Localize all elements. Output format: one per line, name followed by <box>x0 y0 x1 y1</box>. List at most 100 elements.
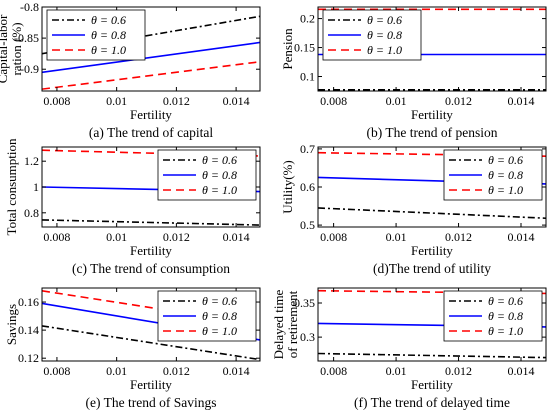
legend: θ = 0.6θ = 0.8θ = 1.0 <box>46 9 146 61</box>
x-tick-label: 0.012 <box>163 230 190 244</box>
x-tick-label: 0.012 <box>163 94 190 108</box>
series-line-1 <box>42 219 260 226</box>
y-axis-label: Savings <box>4 304 19 345</box>
x-tick-label: 0.01 <box>386 94 407 108</box>
chart-panel-5: 0.008 0.01 0.012 0.014 0.16 0.14 0.12 Fertility… <box>4 287 261 410</box>
y-axis-label-line: Savings <box>4 304 19 345</box>
legend-label-3: θ = 1.0 <box>202 183 237 197</box>
series-line-3 <box>42 60 260 90</box>
x-tick-label: 0.008 <box>320 230 347 244</box>
y-tick-label: -0.8 <box>20 0 39 14</box>
series-line-3 <box>42 149 260 157</box>
x-tick-label: 0.008 <box>43 364 70 378</box>
x-tick-label: 0.008 <box>320 364 347 378</box>
plot-frame <box>317 287 547 362</box>
legend: θ = 0.6θ = 0.8θ = 1.0 <box>443 149 543 201</box>
y-tick-label: 0.2 <box>300 12 315 26</box>
legend-label-2: θ = 0.8 <box>202 168 237 182</box>
panel-caption: (b) The trend of pension <box>367 125 498 140</box>
legend-label-2: θ = 0.8 <box>202 309 237 323</box>
legend: θ = 0.6θ = 0.8θ = 1.0 <box>322 9 422 61</box>
panel-caption: (f) The trend of delayed time <box>354 395 510 410</box>
chart-panel-4: 0.008 0.01 0.012 0.014 0.7 0.6 0.5 Fertility Uti… <box>280 142 547 276</box>
chart-panel-1: 0.008 0.01 0.012 0.014 -0.8 -0.85 -0.9 Fertilit… <box>0 0 261 140</box>
y-tick-label: 0.8 <box>24 206 39 220</box>
panel-caption: (e) The trend of Savings <box>86 395 217 410</box>
y-tick-label: 0.16 <box>18 295 39 309</box>
y-tick-label: 0.14 <box>18 323 39 337</box>
legend-label-3: θ = 1.0 <box>488 324 523 338</box>
legend-label-1: θ = 0.6 <box>202 153 237 167</box>
y-tick-label: 1 <box>33 180 39 194</box>
y-tick-label: 0.7 <box>300 142 315 156</box>
legend-label-1: θ = 0.6 <box>367 13 402 27</box>
x-tick-label: 0.008 <box>320 94 347 108</box>
y-tick-label: -0.9 <box>20 62 39 76</box>
y-tick-label: 0.1 <box>300 70 315 84</box>
x-tick-label: 0.014 <box>508 230 535 244</box>
legend-label-2: θ = 0.8 <box>367 28 402 42</box>
x-axis-label: Fertility <box>411 107 453 122</box>
chart-panel-2: 0.008 0.01 0.012 0.014 0.2 0.15 0.1 Fertility Pe… <box>280 6 547 140</box>
plot-frame <box>41 6 261 92</box>
x-tick-label: 0.014 <box>223 94 250 108</box>
panel-caption: (a) The trend of capital <box>89 125 213 140</box>
x-tick-label: 0.01 <box>106 364 127 378</box>
x-tick-label: 0.014 <box>508 364 535 378</box>
x-axis-label: Fertility <box>130 107 172 122</box>
series-line-1 <box>318 207 546 220</box>
x-tick-label: 0.012 <box>445 230 472 244</box>
legend-label-2: θ = 0.8 <box>488 309 523 323</box>
legend-label-1: θ = 0.6 <box>488 294 523 308</box>
y-tick-label: 1.2 <box>24 154 39 168</box>
x-axis-label: Fertility <box>130 243 172 258</box>
legend: θ = 0.6θ = 0.8θ = 1.0 <box>157 149 257 201</box>
x-tick-label: 0.008 <box>43 94 70 108</box>
legend-label-1: θ = 0.6 <box>202 294 237 308</box>
panel-caption: (c) The trend of consumption <box>72 261 230 276</box>
y-tick-label: 0.35 <box>294 296 315 310</box>
x-axis-label: Fertility <box>130 377 172 392</box>
x-tick-label: 0.01 <box>106 230 127 244</box>
y-axis-label-line: Utility(%) <box>280 160 295 213</box>
legend-label-2: θ = 0.8 <box>91 28 126 42</box>
x-axis-label: Fertility <box>411 377 453 392</box>
x-tick-label: 0.012 <box>445 94 472 108</box>
y-tick-label: 0.12 <box>18 351 39 365</box>
x-tick-label: 0.01 <box>386 230 407 244</box>
legend-label-3: θ = 1.0 <box>488 183 523 197</box>
y-axis-label: Pension <box>280 28 295 70</box>
y-tick-label: 0.5 <box>300 218 315 232</box>
legend: θ = 0.6θ = 0.8θ = 1.0 <box>443 290 543 342</box>
panel-caption: (d)The trend of utility <box>373 261 491 276</box>
y-axis-label: Delayed timeof retirement <box>271 289 300 359</box>
x-tick-label: 0.014 <box>223 364 250 378</box>
y-axis-label-line: Pension <box>280 28 295 70</box>
y-axis-label: Total consumption <box>4 138 19 235</box>
x-tick-label: 0.014 <box>508 94 535 108</box>
legend-label-1: θ = 0.6 <box>91 13 126 27</box>
plot-frame <box>41 287 261 362</box>
y-axis-label-line: Delayed time <box>271 289 286 359</box>
legend-label-3: θ = 1.0 <box>202 324 237 338</box>
x-tick-label: 0.01 <box>386 364 407 378</box>
x-tick-label: 0.012 <box>445 364 472 378</box>
y-tick-label: 0.6 <box>300 180 315 194</box>
legend: θ = 0.6θ = 0.8θ = 1.0 <box>157 290 257 342</box>
x-tick-label: 0.014 <box>223 230 250 244</box>
x-tick-label: 0.012 <box>163 364 190 378</box>
x-tick-label: 0.01 <box>106 94 127 108</box>
legend-label-1: θ = 0.6 <box>488 153 523 167</box>
y-axis-label-line: Total consumption <box>4 138 19 235</box>
x-tick-label: 0.008 <box>43 230 70 244</box>
legend-label-3: θ = 1.0 <box>91 43 126 57</box>
legend-label-3: θ = 1.0 <box>367 43 402 57</box>
y-axis-label-line: ration (%) <box>9 22 24 75</box>
y-axis-label-line: of retirement <box>285 290 300 358</box>
y-axis-label: Utility(%) <box>280 160 295 213</box>
y-axis-label-line: Capital-labor <box>0 14 10 83</box>
y-axis-label: Capital-laborration (%) <box>0 14 24 83</box>
y-tick-label: 0.3 <box>300 330 315 344</box>
plot-frame <box>317 6 547 92</box>
